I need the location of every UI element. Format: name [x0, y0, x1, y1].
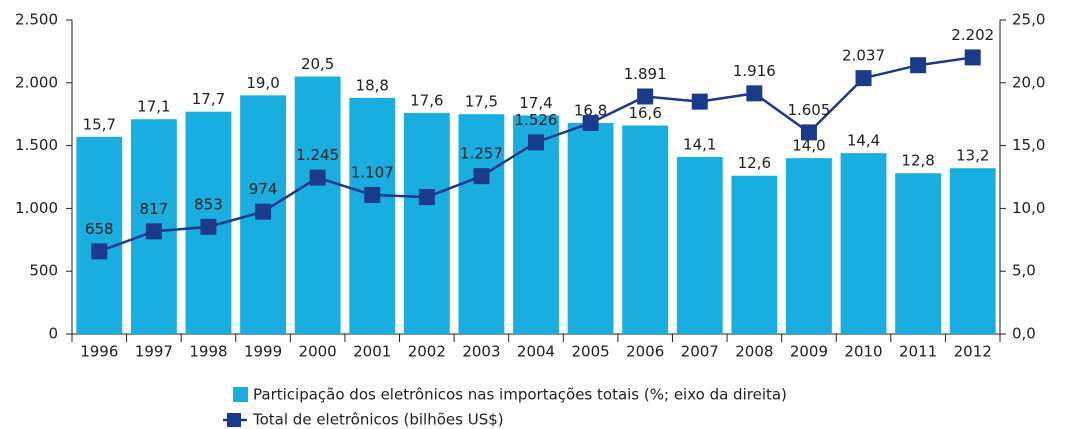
bar-label: 14,4: [847, 132, 880, 150]
line-label: 817: [140, 200, 169, 218]
line-marker: [637, 88, 654, 105]
line-marker: [145, 223, 162, 240]
x-tick-label: 2005: [571, 343, 609, 361]
x-tick-label: 2002: [408, 343, 446, 361]
line-label: 1.107: [351, 163, 394, 181]
bar-label: 12,8: [901, 152, 934, 170]
bar: [786, 158, 832, 334]
x-tick-label: 1999: [244, 343, 282, 361]
bar-label: 20,5: [301, 55, 334, 73]
bar: [403, 112, 450, 334]
x-tick-label: 2003: [462, 343, 500, 361]
line-marker: [473, 168, 490, 185]
bar-label: 17,6: [410, 91, 443, 109]
bar-label: 19,0: [246, 74, 279, 92]
line-marker: [418, 189, 435, 206]
y-tick-label: 1.000: [15, 199, 58, 217]
bar-label: 16,8: [574, 101, 607, 119]
x-tick-label: 2011: [899, 343, 937, 361]
line-marker: [800, 124, 817, 141]
bar: [622, 125, 669, 334]
y2-tick-label: 5,0: [1012, 262, 1036, 280]
bar-label: 17,1: [137, 98, 170, 116]
x-tick-label: 2001: [353, 343, 391, 361]
line-label: 1.891: [624, 65, 667, 83]
line-label: 2.202: [951, 26, 994, 44]
bar: [567, 122, 614, 334]
legend-label: Participação dos eletrônicos nas importa…: [253, 386, 787, 404]
x-tick-label: 1997: [135, 343, 173, 361]
bar-label: 15,7: [83, 115, 116, 133]
y2-tick-label: 20,0: [1012, 73, 1045, 91]
line-marker: [910, 57, 927, 74]
y-tick-label: 500: [29, 262, 58, 280]
line-label: 658: [85, 220, 114, 238]
bar: [676, 156, 723, 334]
legend-marker: [227, 413, 241, 427]
line-marker: [746, 85, 763, 102]
line-marker: [200, 218, 217, 235]
line-label: 1.605: [787, 101, 830, 119]
line-label: 974: [249, 180, 278, 198]
bar: [294, 76, 341, 335]
x-tick-label: 2008: [735, 343, 773, 361]
bar: [731, 175, 778, 334]
y2-tick-label: 15,0: [1012, 136, 1045, 154]
line-label: 853: [194, 195, 223, 213]
legend-label: Total de eletrônicos (bilhões US$): [252, 411, 504, 429]
x-tick-label: 1998: [189, 343, 227, 361]
y-tick-label: 1.500: [15, 136, 58, 154]
bar-label: 16,6: [628, 104, 661, 122]
y2-tick-label: 0,0: [1012, 325, 1036, 343]
line-marker: [855, 70, 872, 87]
line-marker: [309, 169, 326, 186]
line-label: 2.037: [842, 47, 885, 65]
y2-tick-label: 25,0: [1012, 11, 1045, 29]
line-marker: [528, 134, 544, 151]
line-label: 1.526: [515, 111, 558, 129]
x-tick-label: 2000: [299, 343, 337, 361]
y2-tick-label: 10,0: [1012, 199, 1045, 217]
line-marker: [364, 186, 381, 203]
bar: [840, 153, 887, 334]
bar-label: 18,8: [356, 76, 389, 94]
x-tick-label: 2010: [844, 343, 882, 361]
x-tick-label: 2009: [790, 343, 828, 361]
line-label: 1.257: [460, 145, 503, 163]
line-marker: [582, 114, 599, 131]
bar: [349, 97, 396, 334]
bar: [949, 168, 996, 334]
x-tick-label: 2012: [954, 343, 992, 361]
x-tick-label: 2007: [681, 343, 719, 361]
x-tick-label: 1996: [80, 343, 118, 361]
y-tick-label: 0: [48, 325, 58, 343]
line-label: 1.245: [296, 146, 339, 164]
x-tick-label: 2006: [626, 343, 664, 361]
legend-swatch: [233, 387, 248, 402]
y-tick-label: 2.500: [15, 11, 58, 29]
line-marker: [691, 93, 708, 110]
y-tick-label: 2.000: [15, 73, 58, 91]
bar-label: 17,7: [192, 90, 225, 108]
line-marker: [91, 243, 108, 260]
line-label: 1.916: [733, 62, 776, 80]
bar-label: 17,5: [465, 93, 498, 111]
bar: [458, 114, 505, 334]
bar-label: 17,4: [519, 94, 552, 112]
bar: [76, 136, 123, 334]
bar-label: 12,6: [738, 154, 771, 172]
line-marker: [255, 203, 272, 220]
bar: [895, 173, 942, 334]
x-tick-label: 2004: [517, 343, 555, 361]
bar-label: 14,1: [683, 135, 716, 153]
bar-label: 14,0: [792, 137, 825, 155]
line-marker: [964, 49, 981, 66]
bar-label: 13,2: [956, 147, 989, 165]
